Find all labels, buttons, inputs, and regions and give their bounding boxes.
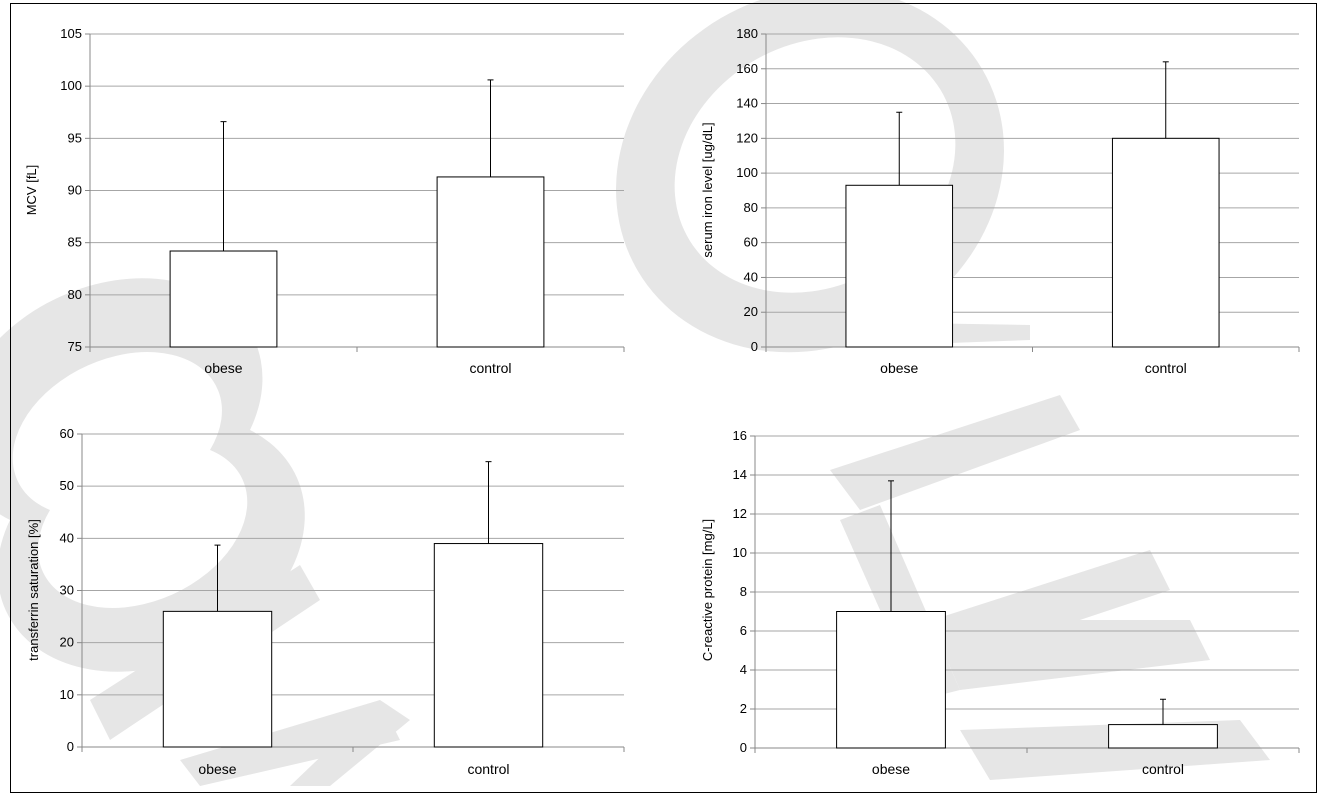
y-tick-label: 12 [733,506,747,521]
y-axis-title: C-reactive protein [mg/L] [700,519,715,661]
y-tick-label: 20 [744,304,758,319]
y-tick-label: 0 [751,339,758,354]
y-tick-label: 4 [740,662,747,677]
bar-control [1111,137,1220,348]
y-tick-label: 40 [744,269,758,284]
watermark-ring-lower [0,278,305,672]
y-tick-label: 10 [733,545,747,560]
y-axis-title: MCV [fL] [24,165,39,216]
y-tick-label: 160 [736,61,758,76]
chart-3: 0 10 20 30 40 50 60 obese control transferrin sat… [26,426,625,777]
bar-obese [836,611,946,749]
y-tick-label: 8 [740,584,747,599]
y-tick-label: 140 [736,96,758,111]
category-label: obese [198,761,236,777]
watermark-stroke-5 [930,620,1210,690]
y-tick-label: 10 [60,687,74,702]
bar-obese [162,610,273,748]
y-tick-label: 2 [740,701,747,716]
bar-obese [845,184,954,348]
watermark-stroke-9 [290,700,410,786]
category-label: control [469,360,511,376]
category-label: control [467,761,509,777]
y-tick-label: 14 [733,467,747,482]
chart-2: 0 20 40 60 80 100 120 140 160 180 obese control seru… [700,26,1300,376]
watermark-stroke-8 [180,700,400,786]
category-label: control [1145,360,1187,376]
y-tick-label: 100 [60,78,82,93]
y-tick-label: 180 [736,26,758,41]
y-tick-label: 0 [740,740,747,755]
chart-4: 0 2 4 6 8 10 12 14 16 obese control C-reactive prot… [700,428,1300,777]
y-tick-label: 60 [744,235,758,250]
category-label: obese [872,761,910,777]
y-tick-label: 0 [67,739,74,754]
y-tick-label: 90 [68,183,82,198]
category-label: obese [204,360,242,376]
y-tick-label: 20 [60,635,74,650]
y-tick-label: 16 [733,428,747,443]
y-axis-title: serum iron level [ug/dL] [700,122,715,257]
y-tick-label: 80 [68,287,82,302]
y-tick-label: 75 [68,339,82,354]
y-tick-label: 6 [740,623,747,638]
y-tick-label: 40 [60,530,74,545]
y-tick-label: 100 [736,165,758,180]
bar-control [433,543,544,748]
chart-1: 75 80 85 90 95 100 105 obese control MCV [fL] [24,26,625,376]
bar-control [1108,724,1218,749]
y-tick-label: 30 [60,583,74,598]
y-tick-label: 85 [68,235,82,250]
y-tick-label: 120 [736,130,758,145]
y-tick-label: 105 [60,26,82,41]
y-tick-label: 50 [60,478,74,493]
y-tick-label: 60 [60,426,74,441]
y-axis-title: transferrin saturation [%] [26,519,41,661]
y-tick-label: 80 [744,200,758,215]
category-label: control [1142,761,1184,777]
y-tick-label: 95 [68,130,82,145]
bar-obese [169,250,278,348]
category-label: obese [880,360,918,376]
bar-control [436,176,545,348]
